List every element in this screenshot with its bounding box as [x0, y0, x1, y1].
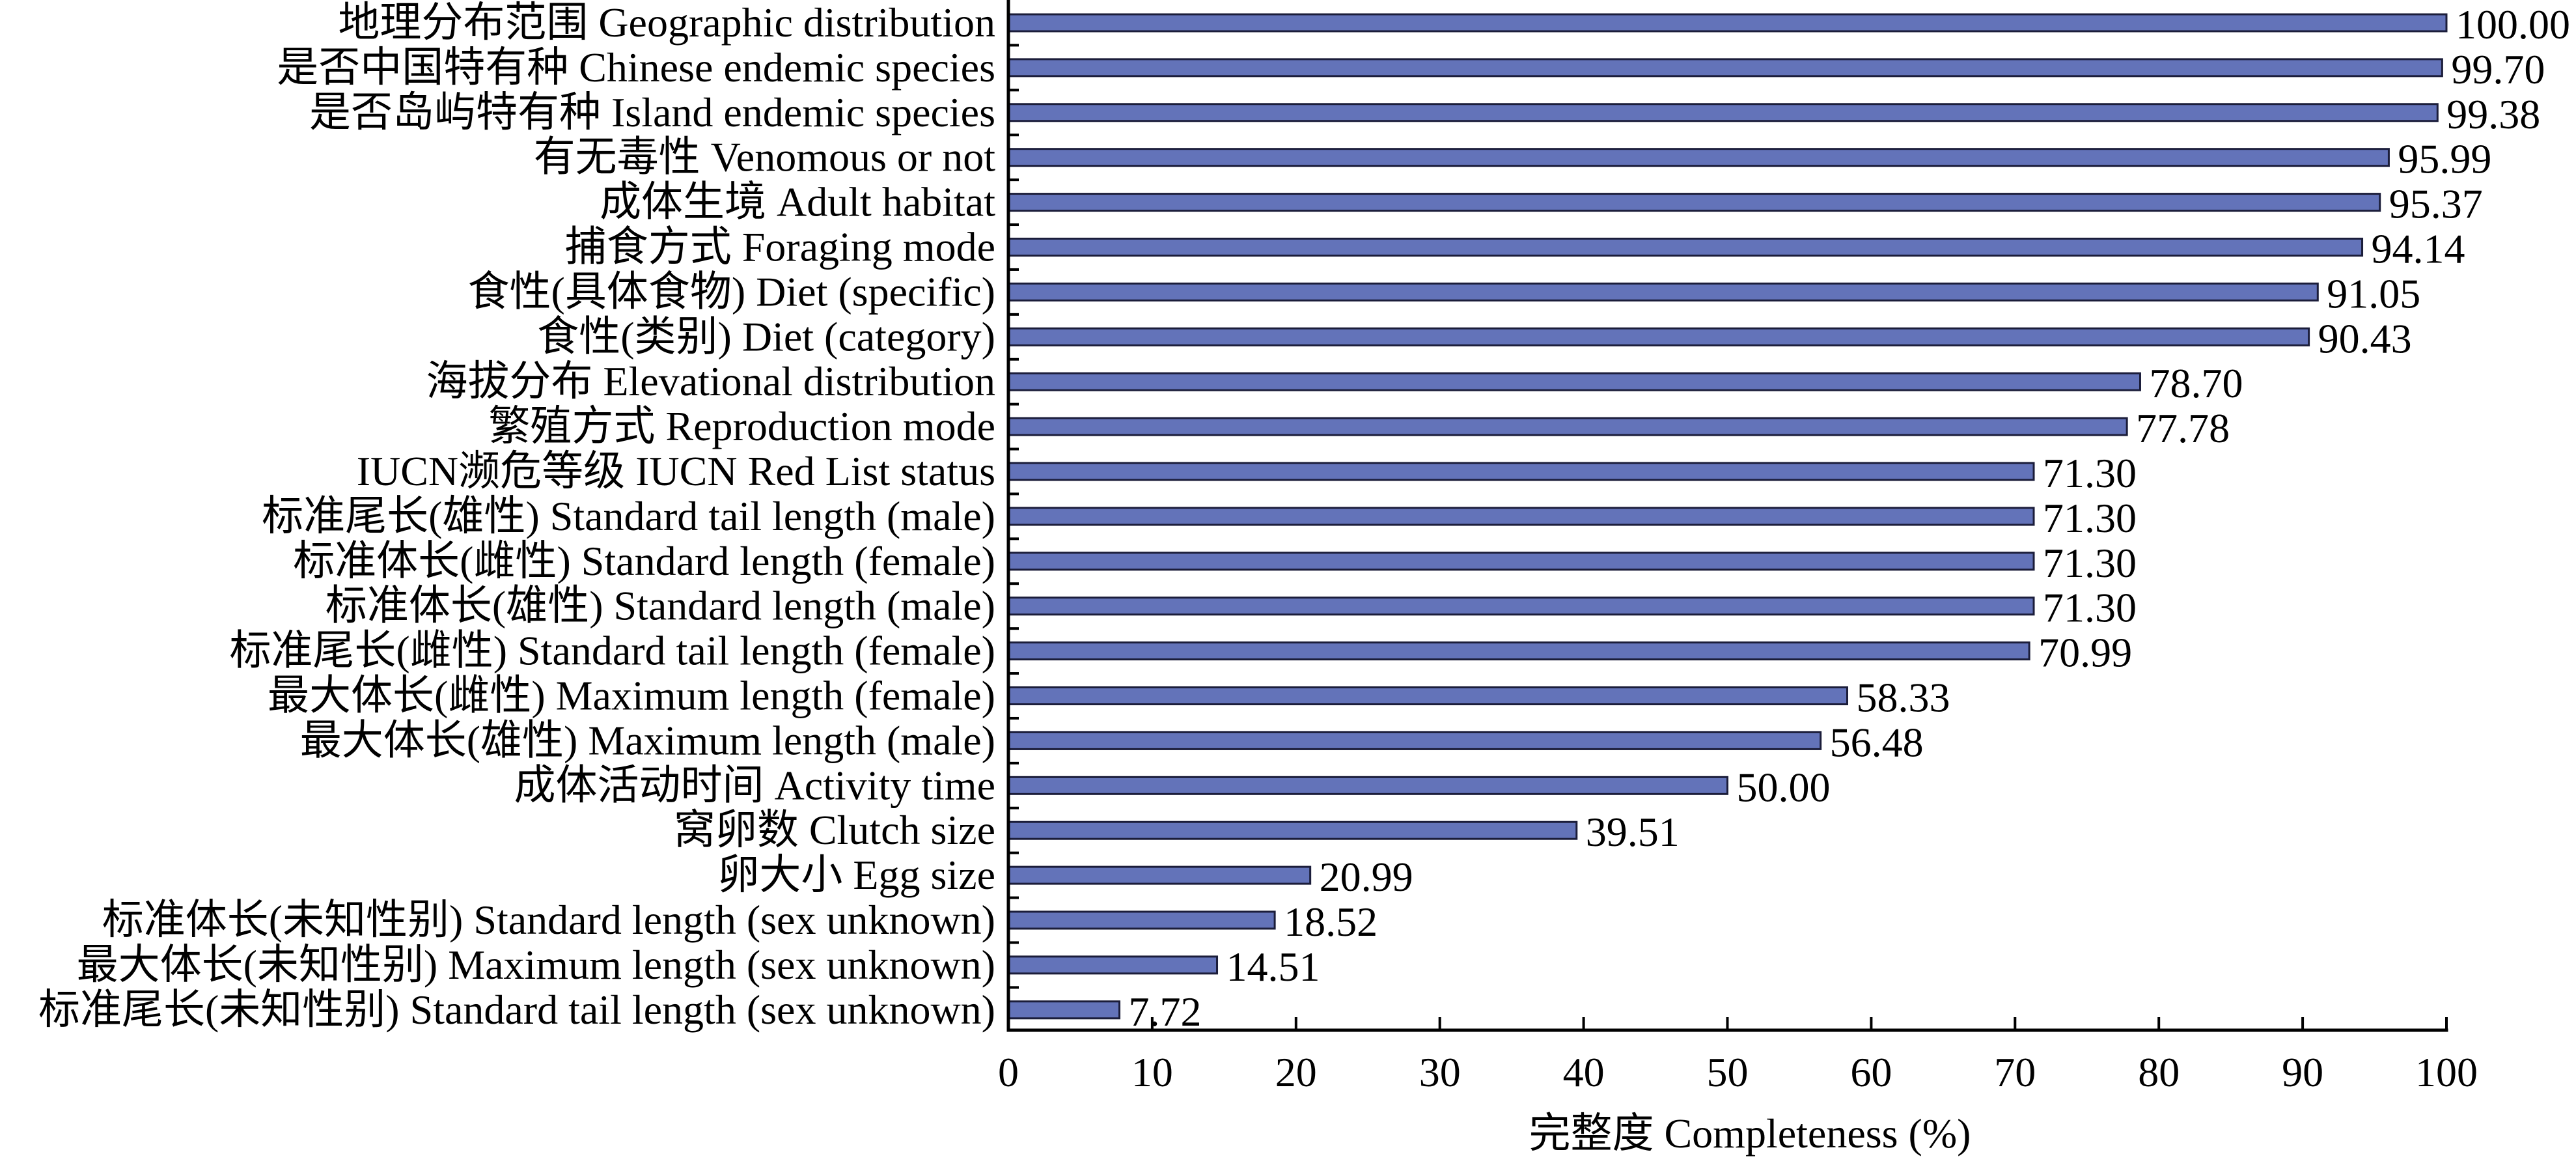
category-label-14: 标准体长(雄性) Standard length (male) [325, 583, 995, 629]
category-label-18: 成体活动时间 Activity time [514, 762, 996, 808]
x-tick-label-20: 20 [1275, 1049, 1317, 1095]
data-label-3: 99.38 [2446, 91, 2540, 137]
bar-16 [1007, 686, 1849, 705]
category-label-11: IUCN濒危等级 IUCN Red List status [357, 448, 995, 494]
bar-15 [1007, 641, 2030, 661]
data-label-7: 91.05 [2327, 270, 2420, 316]
data-label-9: 78.70 [2149, 360, 2243, 406]
bar-13 [1007, 552, 2035, 571]
bar-18 [1007, 776, 1728, 795]
category-label-8: 食性(类别) Diet (category) [537, 313, 995, 359]
category-label-15: 标准尾长(雌性) Standard tail length (female) [229, 628, 995, 674]
category-label-12: 标准尾长(雄性) Standard tail length (male) [262, 493, 995, 539]
data-label-16: 58.33 [1857, 675, 1950, 721]
bars-group [1007, 13, 2448, 1020]
bar-7 [1007, 282, 2319, 302]
bar-19 [1007, 821, 1578, 840]
category-label-9: 海拔分布 Elevational distribution [426, 358, 995, 404]
bar-1 [1007, 13, 2448, 33]
x-tick-label-30: 30 [1419, 1049, 1461, 1095]
y-ticks-group [1008, 44, 1019, 989]
x-tick-label-70: 70 [1994, 1049, 2036, 1095]
bar-8 [1007, 327, 2310, 346]
data-label-17: 56.48 [1830, 719, 1924, 765]
data-label-1: 100.00 [2456, 1, 2570, 48]
bar-20 [1007, 865, 1312, 885]
bar-3 [1007, 103, 2439, 122]
x-tick-label-50: 50 [1707, 1049, 1749, 1095]
data-label-8: 90.43 [2318, 315, 2412, 361]
category-label-22: 最大体长(未知性别) Maximum length (sex unknown) [77, 942, 995, 988]
category-label-20: 卵大小 Egg size [717, 852, 995, 898]
data-label-22: 14.51 [1226, 944, 1320, 990]
data-label-15: 70.99 [2038, 630, 2132, 676]
category-label-1: 地理分布范围 Geographic distribution [338, 0, 995, 46]
x-tick-labels-group: 0 10 20 30 40 50 60 70 80 90 100 [998, 1049, 2478, 1095]
category-label-10: 繁殖方式 Reproduction mode [488, 403, 995, 449]
x-tick-label-60: 60 [1850, 1049, 1892, 1095]
bar-17 [1007, 731, 1822, 750]
category-label-17: 最大体长(雄性) Maximum length (male) [300, 717, 995, 763]
x-axis-title: 完整度 Completeness (%) [1529, 1110, 1971, 1157]
data-label-5: 95.37 [2389, 181, 2483, 227]
data-label-20: 20.99 [1320, 854, 1413, 900]
x-tick-label-90: 90 [2282, 1049, 2323, 1095]
category-label-5: 成体生境 Adult habitat [600, 179, 995, 225]
bar-14 [1007, 597, 2035, 616]
bar-22 [1007, 955, 1219, 975]
category-label-21: 标准体长(未知性别) Standard length (sex unknown) [102, 897, 995, 943]
x-tick-label-40: 40 [1563, 1049, 1605, 1095]
bar-12 [1007, 507, 2035, 526]
x-tick-label-100: 100 [2415, 1049, 2478, 1095]
data-labels-group: 100.0099.7099.3895.9995.3794.1491.0590.4… [1129, 1, 2570, 1035]
bar-11 [1007, 462, 2035, 481]
data-label-21: 18.52 [1284, 899, 1378, 945]
bar-5 [1007, 193, 2381, 212]
x-tick-label-10: 10 [1131, 1049, 1173, 1095]
category-label-4: 有无毒性 Venomous or not [534, 134, 996, 180]
data-label-19: 39.51 [1586, 809, 1680, 855]
category-label-6: 捕食方式 Foraging mode [565, 224, 995, 270]
category-label-13: 标准体长(雌性) Standard length (female) [293, 538, 995, 584]
data-label-6: 94.14 [2372, 226, 2465, 272]
category-label-3: 是否岛屿特有种 Island endemic species [309, 89, 995, 135]
bar-9 [1007, 372, 2141, 391]
data-label-23: 7.72 [1129, 989, 1202, 1035]
data-label-10: 77.78 [2136, 405, 2230, 451]
x-tick-label-0: 0 [998, 1049, 1019, 1095]
x-tick-label-80: 80 [2138, 1049, 2180, 1095]
x-ticks-group [1007, 1017, 2448, 1030]
data-label-11: 71.30 [2043, 450, 2137, 496]
data-label-14: 71.30 [2043, 585, 2137, 631]
bar-4 [1007, 148, 2390, 167]
data-label-18: 50.00 [1737, 764, 1831, 810]
data-label-12: 71.30 [2043, 495, 2137, 541]
data-label-2: 99.70 [2451, 46, 2545, 92]
category-label-19: 窝卵数 Clutch size [674, 807, 995, 853]
data-label-13: 71.30 [2043, 540, 2137, 586]
bar-10 [1007, 417, 2128, 436]
category-label-16: 最大体长(雌性) Maximum length (female) [268, 673, 995, 719]
data-label-4: 95.99 [2398, 136, 2491, 182]
bar-2 [1007, 58, 2443, 77]
category-label-2: 是否中国特有种 Chinese endemic species [277, 44, 995, 91]
bar-23 [1007, 1000, 1121, 1020]
bar-6 [1007, 238, 2364, 257]
category-label-7: 食性(具体食物) Diet (specific) [468, 268, 995, 315]
category-label-23: 标准尾长(未知性别) Standard tail length (sex unk… [38, 987, 995, 1033]
bar-21 [1007, 910, 1276, 930]
